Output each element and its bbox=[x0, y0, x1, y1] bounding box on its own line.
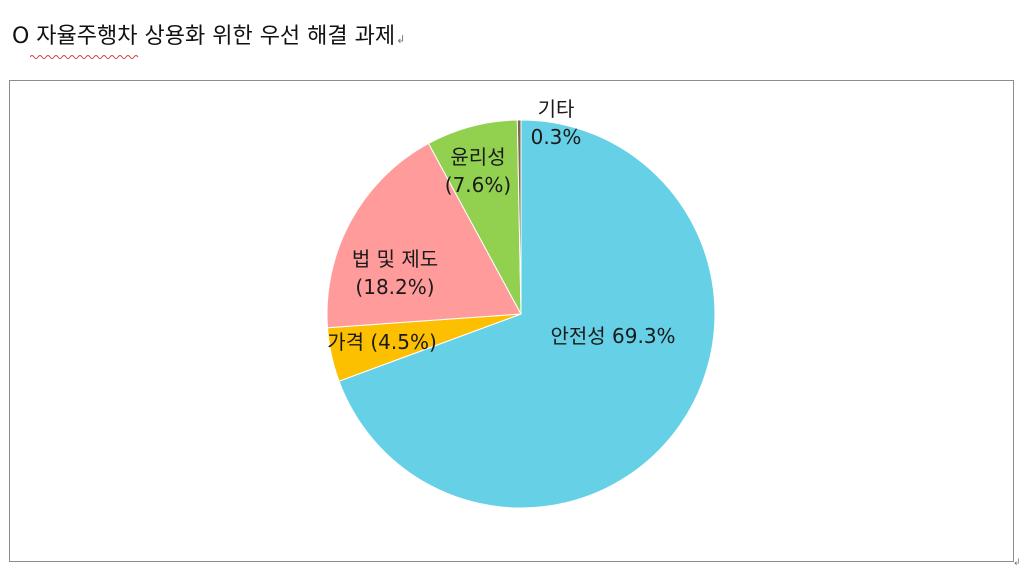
chart-area: 안전성 69.3% 가격 (4.5%) 법 및 제도 (18.2%) 윤리성 (7.6%)… bbox=[9, 80, 1014, 562]
pie-slice-label: 가격 (4.5%) bbox=[327, 330, 437, 354]
pie-slice-label: 기타 0.3% bbox=[531, 97, 582, 149]
page-title-text: O 자율주행차 상용화 위한 우선 해결 과제 bbox=[12, 24, 396, 49]
pie-slice bbox=[326, 142, 522, 329]
pie-labels: 안전성 69.3% 가격 (4.5%) 법 및 제도 (18.2%)윤리성 (7.6%)… bbox=[327, 97, 675, 354]
pie-slice-label: 안전성 69.3% bbox=[550, 324, 675, 348]
pie-slice bbox=[338, 119, 716, 509]
spellcheck-underline bbox=[30, 55, 139, 59]
pie-slice-label: 윤리성 (7.6%) bbox=[445, 145, 511, 197]
pie-slice-label: 법 및 제도 (18.2%) bbox=[352, 247, 438, 299]
pie-chart: 안전성 69.3% 가격 (4.5%) 법 및 제도 (18.2%)윤리성 (7.6%)… bbox=[326, 97, 716, 509]
pie-slice bbox=[516, 119, 522, 315]
paragraph-mark-icon: ↲ bbox=[396, 33, 406, 46]
end-mark-icon: ↲ bbox=[1013, 558, 1021, 568]
pie-slices bbox=[326, 119, 716, 509]
page-title: O 자율주행차 상용화 위한 우선 해결 과제↲ bbox=[12, 22, 405, 55]
